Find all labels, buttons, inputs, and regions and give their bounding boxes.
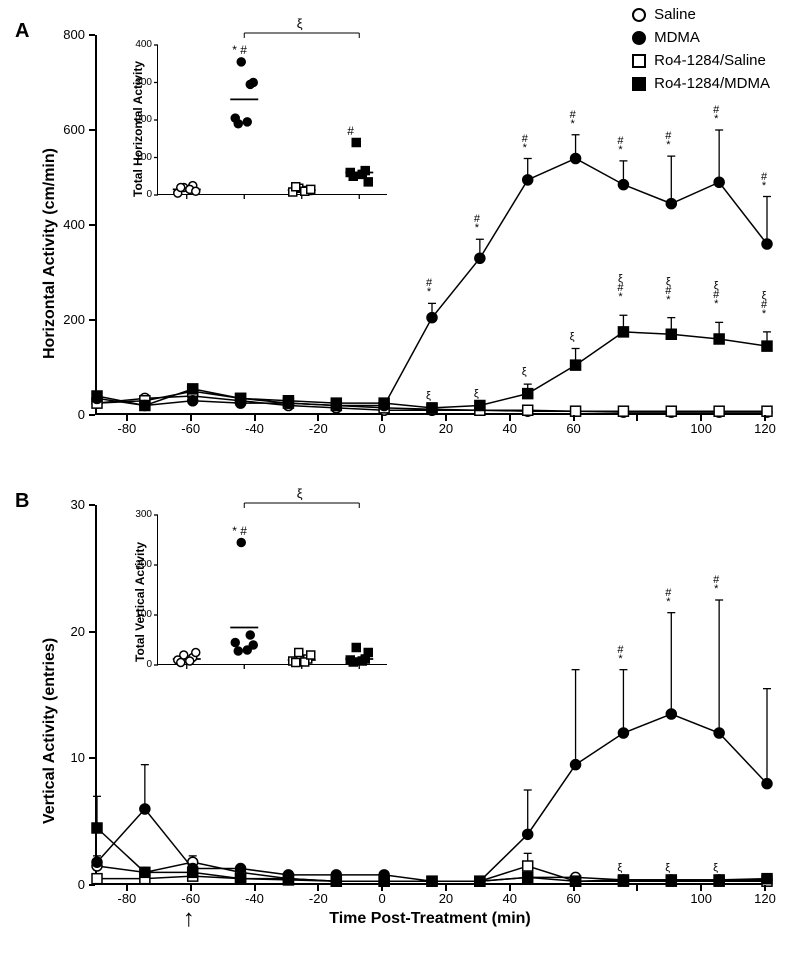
- panel-b-inset-svg: [158, 515, 388, 665]
- panel-a-inset: Total Horizontal Activity 0100200300400*…: [157, 45, 387, 195]
- injection-arrow: ↑: [183, 905, 195, 933]
- panel-b-plot: Total Vertical Activity 0100200300* #ξ #…: [95, 505, 765, 885]
- panel-b: B Vertical Activity (entries) Time Post-…: [0, 480, 800, 920]
- panel-a-plot: Total Horizontal Activity 0100200300400*…: [95, 35, 765, 415]
- panel-a-label: A: [15, 20, 29, 43]
- panel-b-xlabel: Time Post-Treatment (min): [95, 910, 765, 928]
- figure: Saline MDMA Ro4-1284/Saline Ro4-1284/MDM…: [0, 0, 800, 958]
- panel-b-inset: Total Vertical Activity 0100200300* #ξ: [157, 515, 387, 665]
- panel-a-inset-svg: [158, 45, 388, 195]
- panel-b-inset-ylabel: Total Vertical Activity: [133, 522, 147, 662]
- panel-b-label: B: [15, 490, 29, 513]
- panel-a: A Horizontal Activity (cm/min) Total Hor…: [0, 10, 800, 450]
- panel-b-ylabel: Vertical Activity (entries): [41, 574, 59, 824]
